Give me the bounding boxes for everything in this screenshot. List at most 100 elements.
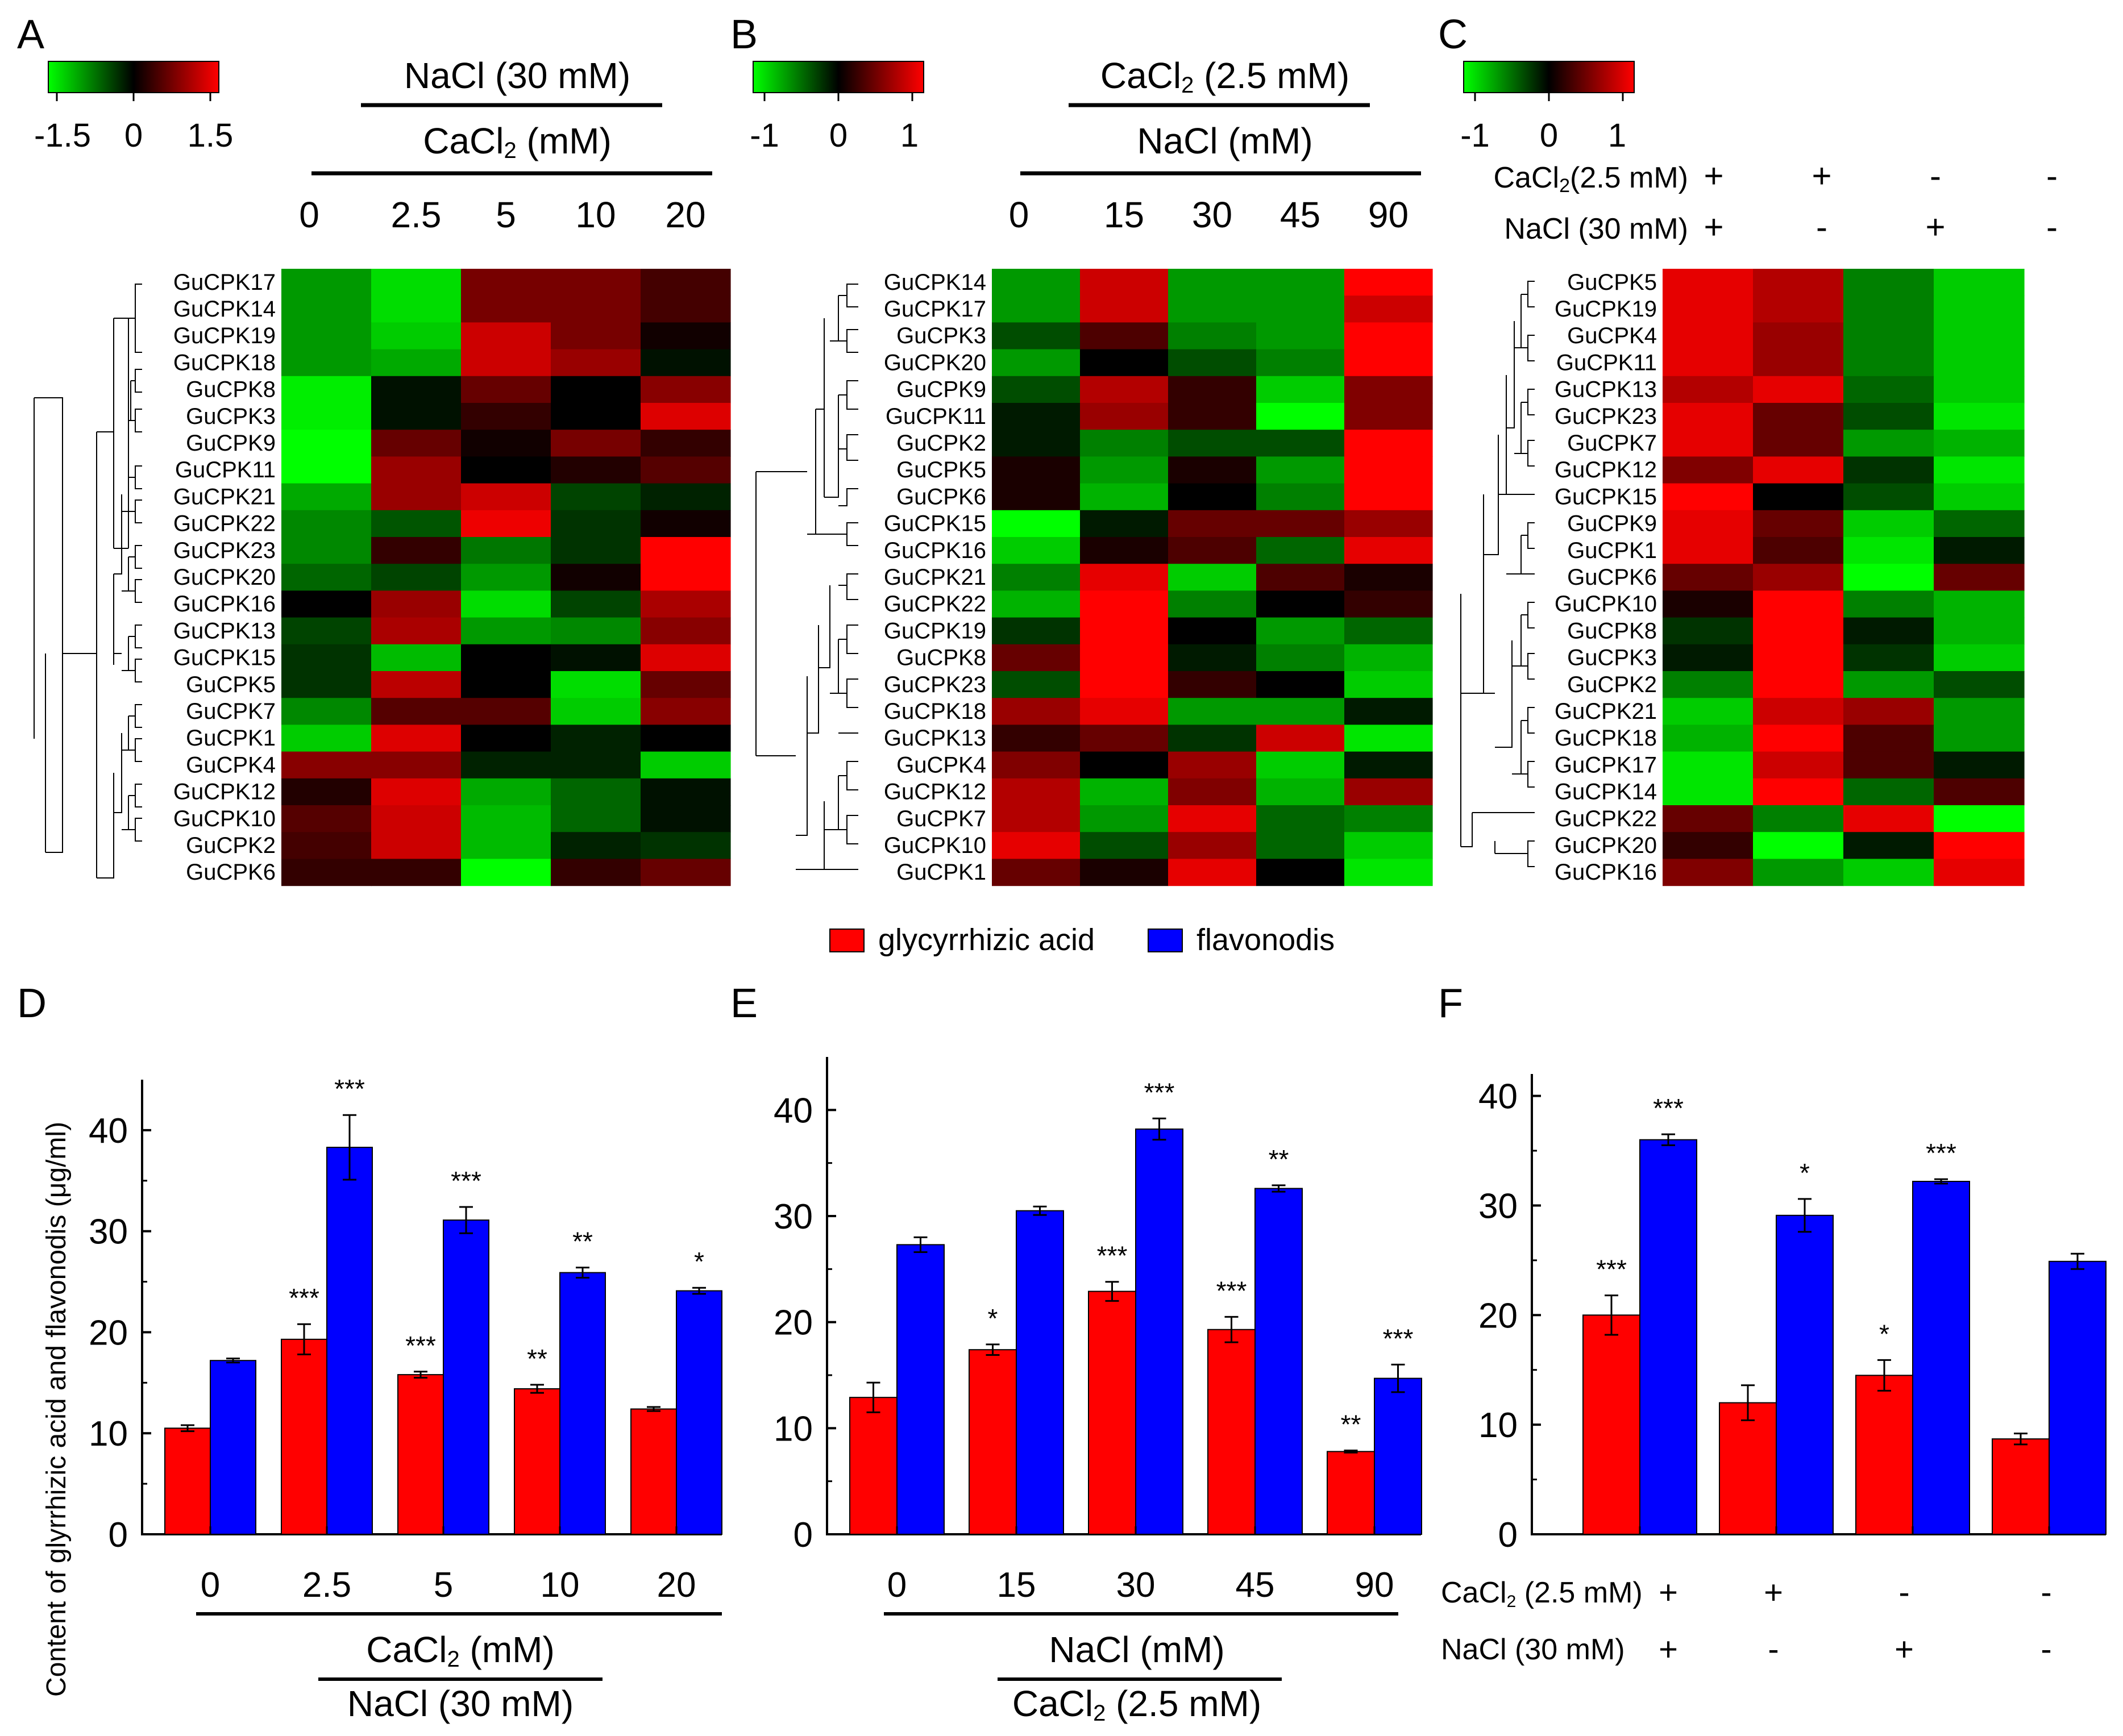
heatmap-cell: [1934, 537, 2025, 564]
heatmap-cell: [1663, 564, 1754, 591]
heatmap-cell: [551, 751, 641, 779]
heatmap-cell: [1663, 778, 1754, 806]
heatmap-a-title-bottom: CaCl2 (mM): [423, 120, 612, 163]
heatmap-cell: [1753, 564, 1844, 591]
heatmap-c-row1-label: CaCl2(2.5 mM): [1494, 161, 1689, 197]
gene-label: GuCPK3: [1567, 646, 1657, 671]
gene-label: GuCPK17: [884, 297, 986, 322]
heatmap-cell: [992, 510, 1081, 538]
heatmap-cell: [992, 805, 1081, 832]
heatmap-cell: [551, 537, 641, 564]
chart-f-sign: -: [1898, 1574, 1909, 1611]
heatmap-cell: [1753, 805, 1844, 832]
heatmap-cell: [281, 564, 372, 591]
heatmap-cell: [1256, 832, 1345, 859]
heatmap-cell: [1934, 698, 2025, 725]
y-tick-label: 20: [89, 1313, 128, 1352]
heatmap-cell: [992, 859, 1081, 886]
heatmap-cell: [551, 456, 641, 484]
heatmap-cell: [371, 805, 462, 832]
heatmap-cell: [1080, 322, 1169, 350]
heatmap-cell: [1663, 403, 1754, 430]
error-bar: [913, 1236, 928, 1253]
heatmap-cell: [1843, 349, 1934, 377]
heatmap-cell: [1344, 295, 1433, 323]
gene-label: GuCPK19: [173, 323, 276, 348]
heatmap-cell: [1344, 751, 1433, 779]
heatmap-cell: [641, 859, 731, 886]
heatmap-cell: [1080, 510, 1169, 538]
y-tick-label: 10: [1478, 1406, 1518, 1445]
heatmap-cell: [1843, 832, 1934, 859]
heatmap-cell: [1256, 698, 1345, 725]
gene-label: GuCPK6: [896, 484, 986, 509]
heatmap-cell: [641, 376, 731, 403]
gene-label: GuCPK6: [1567, 565, 1657, 590]
heatmap-a-column-labels: 0 2.5 5 10 20: [299, 194, 705, 235]
heatmap-cell: [1753, 269, 1844, 296]
heatmap-cell: [1663, 590, 1754, 618]
heatmap-cell: [1080, 778, 1169, 806]
x-tick-label: 90: [1355, 1566, 1394, 1605]
heatmap-column-label: 0: [1009, 194, 1029, 235]
gene-label: GuCPK2: [896, 431, 986, 456]
heatmap-column-label: 20: [665, 194, 705, 235]
heatmap-cell: [1168, 698, 1257, 725]
colorbar-b-label-mid: 0: [829, 117, 847, 154]
gene-label: GuCPK20: [884, 350, 986, 375]
bar-glycyrrhizic: [1207, 1329, 1256, 1535]
significance-label: ***: [1144, 1077, 1175, 1107]
heatmap-cell: [1934, 483, 2025, 511]
gene-label: GuCPK4: [1567, 323, 1657, 348]
gene-label: GuCPK10: [173, 806, 276, 831]
heatmap-cell: [1843, 671, 1934, 698]
heatmap-cell: [1934, 725, 2025, 752]
heatmap-column-label: 30: [1192, 194, 1232, 235]
heatmap-cell: [1753, 832, 1844, 859]
heatmap-cell: [1934, 456, 2025, 484]
heatmap-cell: [1843, 295, 1934, 323]
heatmap-cell: [1843, 537, 1934, 564]
significance-label: ***: [334, 1074, 365, 1104]
heatmap-cell: [1168, 725, 1257, 752]
heatmap-cell: [1256, 349, 1345, 377]
heatmap-cell: [551, 564, 641, 591]
heatmap-cell: [1843, 483, 1934, 511]
gene-label: GuCPK22: [884, 592, 986, 617]
heatmap-cell: [1843, 751, 1934, 779]
gene-label: GuCPK3: [186, 404, 276, 429]
bar-flavonoids: [1254, 1188, 1303, 1535]
x-tick-label: 0: [201, 1566, 220, 1605]
gene-label: GuCPK17: [173, 270, 276, 295]
heatmap-cell: [641, 403, 731, 430]
y-tick-label: 0: [793, 1516, 813, 1555]
y-tick-label: 0: [1498, 1516, 1518, 1555]
colorbar-a: [48, 61, 219, 93]
heatmap-cell: [1934, 295, 2025, 323]
heatmap-cell: [992, 430, 1081, 457]
heatmap-cell: [641, 269, 731, 296]
heatmap-cell: [1934, 671, 2025, 698]
significance-label: *: [1879, 1319, 1889, 1348]
heatmap-cell: [1753, 751, 1844, 779]
heatmap-cell: [461, 725, 551, 752]
chart-f-sign: -: [1768, 1631, 1779, 1668]
gene-label: GuCPK1: [896, 860, 986, 885]
gene-label: GuCPK23: [173, 538, 276, 563]
chart-e-xlabel-2: CaCl2 (2.5 mM): [1012, 1683, 1261, 1726]
heatmap-cell: [1843, 430, 1934, 457]
heatmap-cell: [281, 698, 372, 725]
error-bar: [343, 1114, 356, 1181]
gene-label: GuCPK16: [173, 592, 276, 617]
heatmap-cell: [461, 403, 551, 430]
heatmap-cell: [1753, 644, 1844, 672]
heatmap-cell: [1344, 698, 1433, 725]
gene-label: GuCPK23: [1555, 404, 1657, 429]
heatmap-cell: [1080, 617, 1169, 645]
heatmap-cell: [1934, 322, 2025, 350]
heatmap-cell: [1168, 564, 1257, 591]
heatmap-cell: [1843, 725, 1934, 752]
heatmap-cell: [461, 590, 551, 618]
gene-label: GuCPK7: [896, 806, 986, 831]
heatmap-cell: [1753, 671, 1844, 698]
